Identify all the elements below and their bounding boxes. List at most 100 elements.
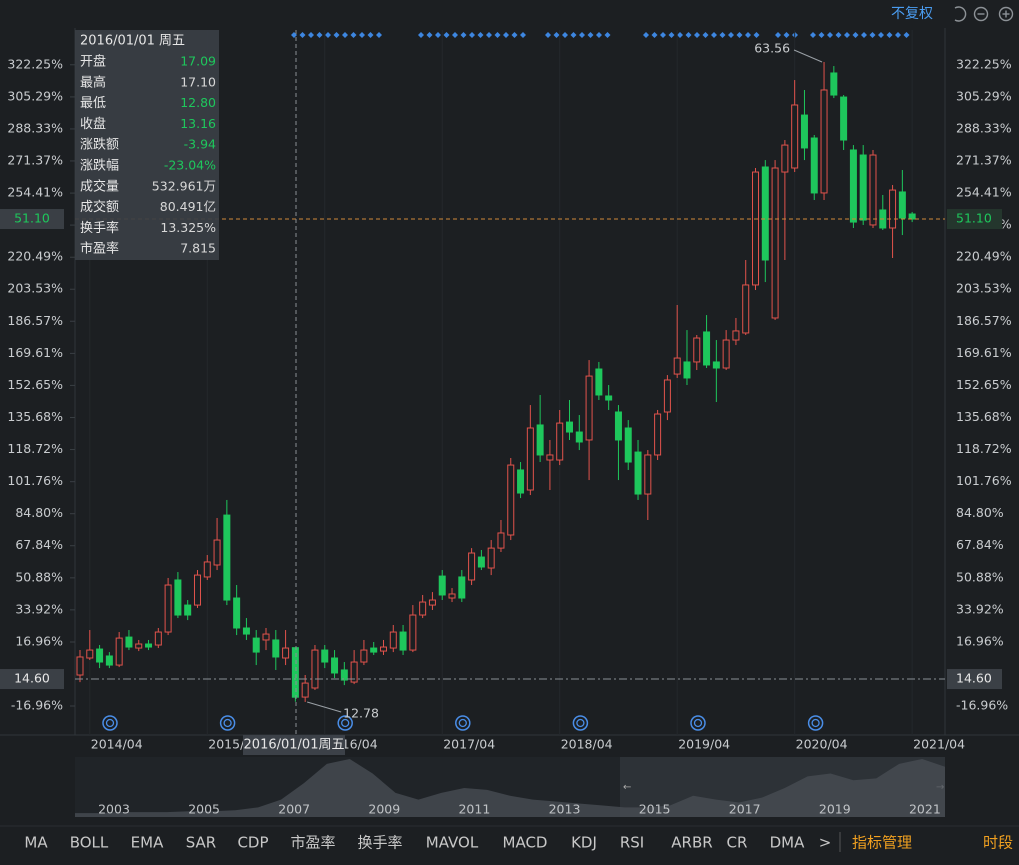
indicator-tab[interactable]: DMA (770, 834, 805, 852)
event-marker (783, 32, 790, 38)
candle-body (105, 655, 113, 666)
tooltip-value: 13.16 (180, 116, 216, 131)
candle-body (497, 532, 505, 549)
y-tick-label: -16.96% (11, 698, 63, 713)
event-marker (316, 32, 323, 38)
event-marker (308, 32, 314, 38)
adjust-toggle[interactable]: 不复权 (891, 5, 933, 22)
candle-body (458, 576, 466, 599)
x-tick-label: 2019/04 (678, 737, 730, 752)
candle-body (810, 137, 818, 194)
reference-label: 51.10 (956, 211, 992, 226)
crosshair-label: 2016/01/01周五 (244, 738, 345, 753)
navigator-handle[interactable]: ← (623, 782, 631, 793)
candle-body (252, 637, 260, 653)
candle-body (849, 149, 857, 223)
event-marker (367, 32, 374, 38)
y-tick-label: 16.96% (15, 633, 63, 648)
indicator-tab[interactable]: EMA (131, 834, 164, 852)
candle-body (409, 614, 417, 651)
max-pointer (793, 49, 823, 63)
candle-body (566, 421, 573, 433)
event-marker (643, 32, 649, 38)
y-tick-label: 220.49% (956, 249, 1012, 264)
tooltip-label: 最低 (80, 96, 106, 111)
event-marker (426, 32, 433, 38)
indicator-manage[interactable]: 指标管理 (852, 834, 912, 852)
min-label: 12.78 (343, 705, 379, 720)
indicator-tab[interactable]: MAVOL (426, 834, 479, 852)
indicator-tab[interactable]: BOLL (70, 834, 109, 852)
candle-body (223, 514, 231, 601)
candle-body (517, 469, 525, 494)
zoom-in-icon[interactable] (998, 6, 1014, 22)
event-marker (861, 32, 867, 38)
indicator-tab[interactable]: RSI (620, 834, 644, 852)
candle-body (487, 547, 495, 569)
indicator-tab[interactable]: 换手率 (357, 834, 402, 852)
y-tick-label: 271.37% (956, 152, 1012, 167)
tooltip-value: 17.10 (180, 74, 216, 89)
candle-body (428, 599, 436, 606)
y-tick-label: 186.57% (956, 313, 1012, 328)
event-marker (562, 32, 568, 38)
reference-label: 51.10 (14, 211, 50, 226)
event-marker (651, 32, 658, 38)
candle-body (301, 682, 309, 698)
reference-label: 14.60 (956, 671, 992, 686)
reference-label-box (947, 209, 1002, 230)
tooltip-label: 涨跌额 (80, 137, 119, 153)
tooltip-label: 涨跌幅 (80, 158, 119, 174)
tooltip-value: 12.80 (180, 95, 216, 110)
zoom-out-icon[interactable] (973, 6, 989, 22)
candle-body (869, 154, 877, 226)
candle-body (203, 561, 211, 578)
event-marker (775, 32, 781, 38)
candle-body (634, 451, 642, 495)
indicator-tab[interactable]: MACD (503, 834, 548, 852)
y-tick-label: 288.33% (7, 120, 63, 135)
y-tick-label: 305.29% (956, 88, 1012, 103)
candle-body (233, 597, 241, 629)
candle-body (448, 593, 456, 599)
candle-body (712, 361, 720, 369)
candle-body (262, 633, 270, 641)
event-marker (852, 32, 859, 38)
event-marker (469, 32, 475, 38)
undo-icon[interactable] (954, 6, 967, 22)
event-marker (835, 32, 842, 38)
tooltip-value: 7.815 (180, 241, 216, 256)
event-marker (486, 32, 492, 38)
more-tabs[interactable]: > (819, 834, 832, 852)
y-tick-label: 118.72% (7, 441, 63, 456)
indicator-tab[interactable]: SAR (186, 834, 216, 852)
y-tick-label: 33.92% (15, 601, 63, 616)
indicator-tab[interactable]: ARBR (671, 834, 712, 852)
indicator-tab[interactable]: 市盈率 (290, 834, 335, 852)
period-button[interactable]: 时段 (983, 834, 1013, 852)
indicator-tab[interactable]: CR (727, 834, 748, 852)
indicator-tab[interactable]: KDJ (571, 834, 597, 852)
event-marker (702, 32, 709, 38)
indicator-tab[interactable]: CDP (237, 834, 268, 852)
event-marker (452, 32, 458, 38)
indicator-tab[interactable]: MA (24, 834, 48, 852)
reference-label: 14.60 (14, 671, 50, 686)
tooltip-value: 13.325% (160, 220, 216, 235)
event-marker (668, 32, 675, 38)
event-marker (886, 32, 893, 38)
y-tick-label: 33.92% (956, 601, 1004, 616)
event-marker (844, 32, 850, 38)
candle-body (820, 89, 828, 194)
candle-body (360, 649, 368, 663)
y-tick-label: 16.96% (956, 633, 1004, 648)
candle-body (242, 627, 250, 635)
y-tick-label: 254.41% (956, 185, 1012, 200)
y-tick-label: 152.65% (7, 377, 63, 392)
info-marker (455, 715, 471, 731)
x-tick-label: 2020/04 (796, 737, 848, 752)
event-marker (736, 32, 743, 38)
event-marker (350, 32, 357, 38)
